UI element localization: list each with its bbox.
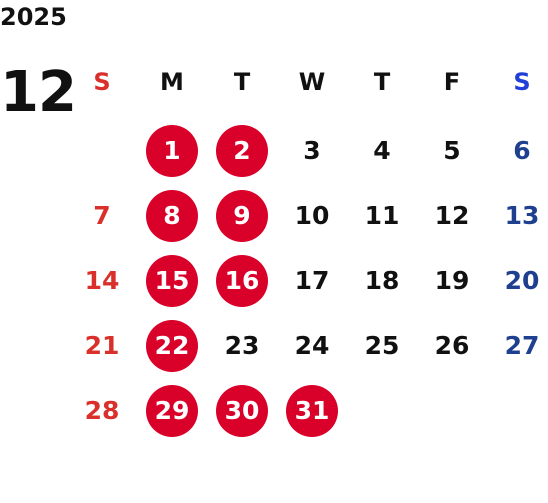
day-cell: 24 (277, 313, 347, 378)
day-cell: 26 (417, 313, 487, 378)
day-cell-highlighted: 1 (137, 118, 207, 183)
day-number: 18 (364, 266, 400, 295)
day-cell: 11 (347, 183, 417, 248)
day-number: 2 (216, 124, 268, 177)
weekday-label-sunday: S (93, 68, 111, 96)
day-number: 21 (84, 331, 120, 360)
day-number: 5 (443, 136, 461, 165)
day-number: 29 (146, 384, 198, 437)
day-number: 1 (146, 124, 198, 177)
day-cell: 6 (487, 118, 548, 183)
day-cell: 25 (347, 313, 417, 378)
day-cell: 14 (67, 248, 137, 313)
day-cell: 19 (417, 248, 487, 313)
day-cell: 13 (487, 183, 548, 248)
day-number: 28 (84, 396, 120, 425)
day-cell: 23 (207, 313, 277, 378)
day-cell: 20 (487, 248, 548, 313)
weekday-label-monday: M (160, 68, 184, 96)
day-number: 15 (146, 254, 198, 307)
day-number: 23 (224, 331, 260, 360)
day-number: 11 (364, 201, 400, 230)
day-cell-highlighted: 9 (207, 183, 277, 248)
weekday-label-wednesday: W (298, 68, 326, 96)
year-label: 2025 (0, 3, 67, 31)
day-number: 6 (513, 136, 531, 165)
day-number: 19 (434, 266, 470, 295)
day-number: 12 (434, 201, 470, 230)
day-number: 25 (364, 331, 400, 360)
day-number: 17 (294, 266, 330, 295)
day-cell: 17 (277, 248, 347, 313)
day-number: 10 (294, 201, 330, 230)
day-cell: 5 (417, 118, 487, 183)
month-number: 12 (0, 60, 77, 125)
day-cell: 27 (487, 313, 548, 378)
weekday-label-saturday: S (513, 68, 531, 96)
day-number: 20 (504, 266, 540, 295)
day-cell: 18 (347, 248, 417, 313)
day-cell-highlighted: 2 (207, 118, 277, 183)
empty-cell (67, 118, 137, 183)
day-cell: 7 (67, 183, 137, 248)
day-cell-highlighted: 16 (207, 248, 277, 313)
day-number: 16 (216, 254, 268, 307)
day-cell: 21 (67, 313, 137, 378)
day-number: 26 (434, 331, 470, 360)
weekday-label-tuesday: T (233, 68, 251, 96)
day-number: 30 (216, 384, 268, 437)
weekday-header: S M T W T F S (67, 62, 548, 102)
day-number: 4 (373, 136, 391, 165)
day-number: 22 (146, 319, 198, 372)
day-number: 14 (84, 266, 120, 295)
day-cell-highlighted: 15 (137, 248, 207, 313)
day-number: 13 (504, 201, 540, 230)
day-number: 27 (504, 331, 540, 360)
day-cell: 12 (417, 183, 487, 248)
day-cell-highlighted: 31 (277, 378, 347, 443)
day-cell: 3 (277, 118, 347, 183)
day-cell-highlighted: 29 (137, 378, 207, 443)
day-cell: 28 (67, 378, 137, 443)
day-cell: 10 (277, 183, 347, 248)
day-cell-highlighted: 22 (137, 313, 207, 378)
day-cell: 4 (347, 118, 417, 183)
weekday-label-friday: F (443, 68, 461, 96)
day-number: 3 (303, 136, 321, 165)
day-number: 31 (286, 384, 338, 437)
calendar-day-grid: 1 2 3 4 5 6 7 8 9 10 11 12 13 14 15 16 17 18 19 20 21 22 23 24 2… (67, 118, 548, 443)
day-cell-highlighted: 8 (137, 183, 207, 248)
day-number: 24 (294, 331, 330, 360)
day-number: 8 (146, 189, 198, 242)
day-cell-highlighted: 30 (207, 378, 277, 443)
day-number: 9 (216, 189, 268, 242)
weekday-label-thursday: T (373, 68, 391, 96)
day-number: 7 (93, 201, 111, 230)
